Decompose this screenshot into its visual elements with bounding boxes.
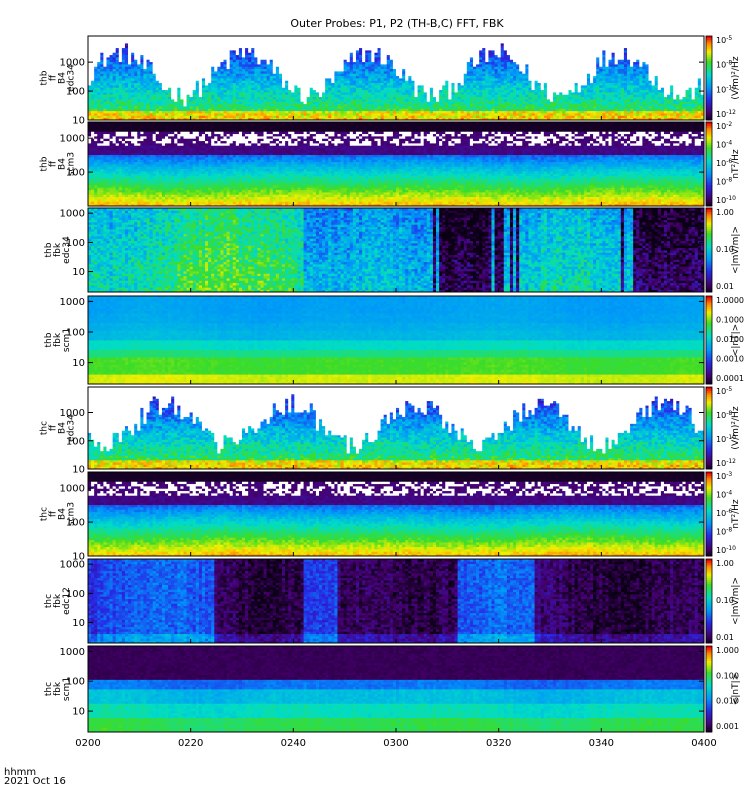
colorbar-tick-label: 10-10 <box>716 195 736 205</box>
y-tick-label: 10 <box>72 267 85 278</box>
colorbar-tick-label: 10-5 <box>716 35 732 45</box>
colorbar-tick-label: 1.00 <box>716 208 734 217</box>
y-axis-label-line: edc34 <box>62 236 72 264</box>
y-tick-label: 1000 <box>60 560 85 571</box>
heatmap-thb-ff-b4-scm3 <box>88 122 704 206</box>
y-axis-label-line: scm1 <box>62 677 72 701</box>
colorbar-tick-label: 1.000 <box>716 646 739 655</box>
colorbar-thc-fbk-edc12: 1.000.100.01<|mV/m|> <box>706 559 741 644</box>
x-tick-label: 0200 <box>75 738 100 749</box>
y-axis-label-line: scm3 <box>67 152 77 176</box>
colorbar-thb-ff-b4-scm3: 10-2 10-4 10-6 10-8 10-10 nT²/Hz <box>706 121 741 207</box>
colorbar-unit-label: <|mV/m|> <box>731 226 741 274</box>
colorbar-tick-label: 10-8 <box>716 527 732 537</box>
y-tick-label: 10 <box>72 707 85 718</box>
date-label: 2021 Oct 16 <box>4 777 66 787</box>
colorbar-tick-label: 1.0000 <box>716 296 744 305</box>
y-tick-label: 10 <box>72 116 85 127</box>
colorbar-tick-label: 10-2 <box>716 121 732 131</box>
y-tick-label: 1000 <box>60 209 85 220</box>
x-tick-label: 0240 <box>281 738 306 749</box>
heatmap-thc-ff-b4-scm3 <box>88 472 704 556</box>
colorbar-thc-fbk-scm1: 1.0000.1000.0100.001<|nT|> <box>706 646 741 733</box>
heatmap-thb-ff-b4-edc34 <box>88 36 704 120</box>
y-tick-label: 10 <box>72 465 85 476</box>
colorbar-tick-label: 0.001 <box>716 722 739 731</box>
colorbar-unit-label: <|nT|> <box>731 324 741 356</box>
colorbar-tick-label: 10-8 <box>716 60 732 70</box>
colorbar-tick-label: 10-6 <box>716 158 732 168</box>
heatmap-thc-fbk-scm1 <box>88 646 704 732</box>
colorbar-tick-label: 0.1000 <box>716 316 744 325</box>
colorbar-tick-label: 10-4 <box>716 490 732 500</box>
colorbar-unit-label: nT²/Hz <box>731 149 741 179</box>
y-tick-label: 1000 <box>60 297 85 308</box>
colorbar-tick-label: 10-5 <box>716 386 732 396</box>
x-tick-label: 0320 <box>486 738 511 749</box>
x-tick-label: 0300 <box>383 738 408 749</box>
x-tick-label: 0220 <box>178 738 203 749</box>
colorbar-tick-label: 10-12 <box>716 109 736 119</box>
colorbar-tick-label: 10-6 <box>716 508 732 518</box>
y-tick-label: 10 <box>72 358 85 369</box>
colorbar-tick-label: 0.0001 <box>716 374 744 383</box>
y-tick-label: 1000 <box>60 134 85 145</box>
colorbar-tick-label: 10-10 <box>716 545 736 555</box>
colorbar-thc-ff-b4-scm3: 10-3 10-4 10-6 10-8 10-10 nT²/Hz <box>706 471 741 557</box>
y-axis-label-line: scm3 <box>67 502 77 526</box>
y-axis-label-line: edc12 <box>62 587 72 615</box>
colorbar-unit-label: (V/m)²/Hz <box>731 56 741 99</box>
colorbar-unit-label: <|nT|> <box>731 673 741 705</box>
colorbar-tick-label: 0.01 <box>716 282 734 291</box>
y-axis-label-line: scm1 <box>62 328 72 352</box>
colorbar-tick-label: 10-12 <box>716 458 736 468</box>
y-tick-label: 1000 <box>60 484 85 495</box>
spectrogram-figure: 101001000thb ff B4 edc3410-510-810-1010-12(… <box>0 0 750 800</box>
colorbar-tick-label: 1.00 <box>716 559 734 568</box>
heatmap-thb-fbk-scm1 <box>88 296 704 384</box>
colorbar-tick-label: 10-4 <box>716 140 732 150</box>
heatmap-thc-fbk-edc12 <box>88 559 704 643</box>
colorbar-thb-fbk-edc34: 1.000.100.01<|mV/m|> <box>706 208 741 293</box>
y-axis-label-line: edc34 <box>67 414 77 442</box>
colorbar-tick-label: 10-3 <box>716 471 732 481</box>
y-axis-label-line: edc34 <box>67 64 77 92</box>
colorbar-tick-label: 10-8 <box>716 177 732 187</box>
colorbar-tick-label: 0.01 <box>716 633 734 642</box>
heatmap-thb-fbk-edc34 <box>88 208 704 292</box>
colorbar-unit-label: nT²/Hz <box>731 499 741 529</box>
colorbar-tick-label: 10-8 <box>716 410 732 420</box>
y-tick-label: 10 <box>72 618 85 629</box>
colorbar-unit-label: (V/m)²/Hz <box>731 406 741 449</box>
x-tick-label: 0340 <box>589 738 614 749</box>
colorbar-unit-label: <|mV/m|> <box>731 577 741 625</box>
y-tick-label: 1000 <box>60 647 85 658</box>
x-tick-label: 0400 <box>691 738 716 749</box>
heatmap-thc-ff-b4-edc34 <box>88 387 704 469</box>
